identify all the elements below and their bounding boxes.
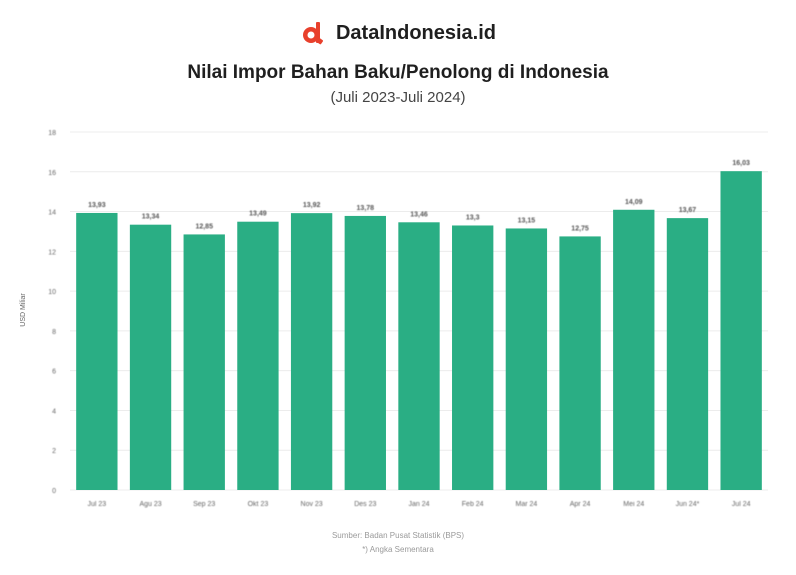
- value-label: 13,15: [518, 217, 536, 224]
- y-tick-label: 18: [48, 130, 56, 137]
- bar: [290, 213, 333, 490]
- chart-title: Nilai Impor Bahan Baku/Penolong di Indon…: [187, 62, 609, 83]
- x-tick-label: Sep 23: [193, 501, 215, 508]
- chart-subtitle: (Juli 2023-Juli 2024): [330, 89, 466, 106]
- bar: [129, 224, 172, 490]
- bar: [237, 221, 279, 490]
- value-labels: 13,93 13,34 12,85 13,49 13,92 13,78 13,46 13,3 1…: [88, 160, 750, 232]
- y-tick-label: 8: [52, 329, 56, 336]
- value-label: 16,03: [732, 160, 750, 167]
- value-label: 13,49: [249, 211, 267, 218]
- value-label: 13,78: [357, 205, 375, 212]
- value-label: 13,34: [142, 214, 160, 221]
- bar: [613, 209, 655, 490]
- bar: [720, 171, 762, 491]
- x-tick-label: Des 23: [354, 501, 376, 508]
- x-axis-ticks: Jul 23 Agu 23 Sep 23 Okt 23 Nov 23 Des 23 Jan …: [88, 501, 751, 508]
- value-label: 13,92: [303, 202, 321, 209]
- y-tick-label: 12: [48, 249, 56, 256]
- value-label: 12,85: [195, 223, 213, 230]
- bar: [666, 218, 709, 490]
- x-tick-label: Mei 24: [623, 501, 644, 508]
- value-label: 13,3: [466, 214, 480, 221]
- value-label: 12,75: [571, 225, 589, 232]
- value-label: 13,46: [410, 211, 428, 218]
- bars: [76, 171, 762, 491]
- value-label: 13,93: [88, 202, 106, 209]
- y-tick-label: 4: [52, 408, 56, 415]
- value-label: 13,67: [679, 207, 697, 214]
- source-note: Sumber: Badan Pusat Statistik (BPS): [331, 531, 465, 540]
- brand-name: DataIndonesia.id: [335, 21, 497, 44]
- x-tick-label: Jul 23: [88, 501, 107, 508]
- x-tick-label: Mar 24: [515, 501, 537, 508]
- y-tick-label: 6: [52, 369, 56, 376]
- y-tick-label: 10: [48, 289, 56, 296]
- bar: [559, 236, 601, 490]
- x-tick-label: Jan 24: [408, 501, 429, 508]
- x-tick-label: Okt 23: [248, 501, 269, 508]
- y-tick-label: 16: [48, 170, 56, 177]
- brand: DataIndonesia.id: [0, 20, 796, 46]
- x-tick-label: Apr 24: [570, 501, 591, 508]
- bar: [183, 234, 225, 490]
- x-tick-label: Nov 23: [301, 501, 323, 508]
- x-tick-label: Jun 24*: [676, 501, 700, 508]
- y-tick-label: 14: [48, 210, 56, 217]
- y-tick-label: 2: [52, 448, 56, 455]
- bar: [398, 222, 440, 490]
- d-logo-icon: [302, 22, 324, 45]
- value-label: 14,09: [625, 199, 643, 206]
- bar: [344, 215, 386, 490]
- bar: [505, 228, 548, 490]
- x-tick-label: Jul 24: [732, 501, 751, 508]
- y-axis-label: USD Miliar: [20, 293, 27, 327]
- x-tick-label: Agu 23: [139, 501, 161, 508]
- bar: [452, 225, 494, 490]
- x-tick-label: Feb 24: [462, 501, 484, 508]
- bar: [76, 212, 118, 490]
- y-tick-label: 0: [52, 488, 56, 495]
- footnote: *) Angka Sementara: [362, 545, 434, 554]
- y-axis-ticks: 0 2 4 6 8 10 12 14 16 18: [48, 130, 56, 495]
